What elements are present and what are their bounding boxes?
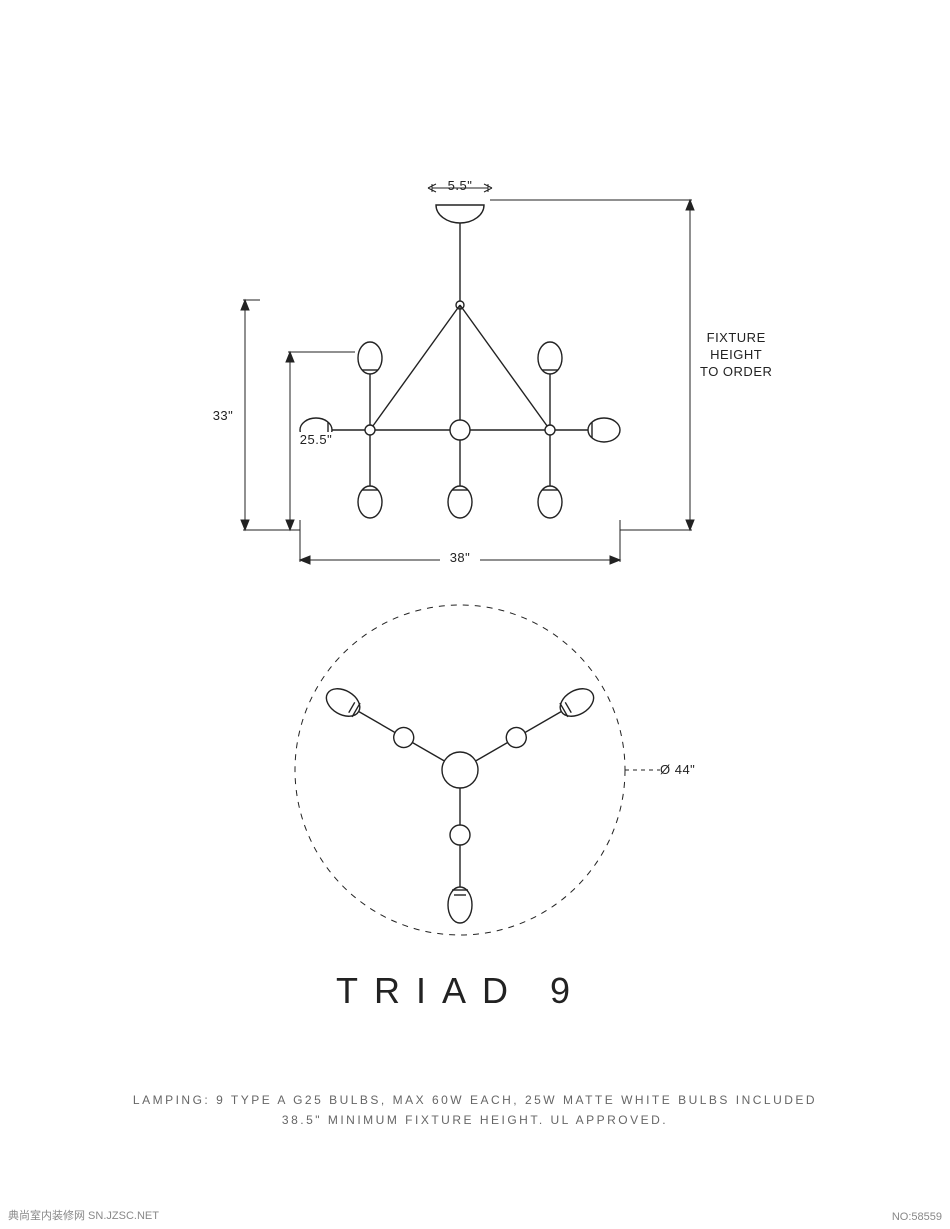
product-title: TRIAD 9 [336,970,586,1012]
footer-left: 典尚室内装修网 SN.JZSC.NET [8,1207,159,1223]
footer-right: NO:58559 [892,1211,942,1223]
dim-canopy-width: 5.5" [432,178,488,193]
page: 5.5" 33" 25.5" 38" FIXTURE HEIGHT TO ORD… [0,0,950,1229]
dim-diameter: Ø 44" [660,762,695,777]
dim-width-38: 38" [440,550,480,565]
dim-height-33: 33" [206,408,240,423]
spec-line-2: 38.5" MINIMUM FIXTURE HEIGHT. UL APPROVE… [0,1110,950,1130]
spec-text: LAMPING: 9 TYPE A G25 BULBS, MAX 60W EAC… [0,1090,950,1131]
plan-drawing [0,600,950,1020]
elevation-drawing [0,0,950,600]
spec-line-1: LAMPING: 9 TYPE A G25 BULBS, MAX 60W EAC… [0,1090,950,1110]
fixture-height-line: FIXTURE HEIGHT TO ORDER [700,330,772,381]
dim-fixture-height: FIXTURE HEIGHT TO ORDER [700,330,772,381]
dim-height-255: 25.5" [296,432,336,447]
